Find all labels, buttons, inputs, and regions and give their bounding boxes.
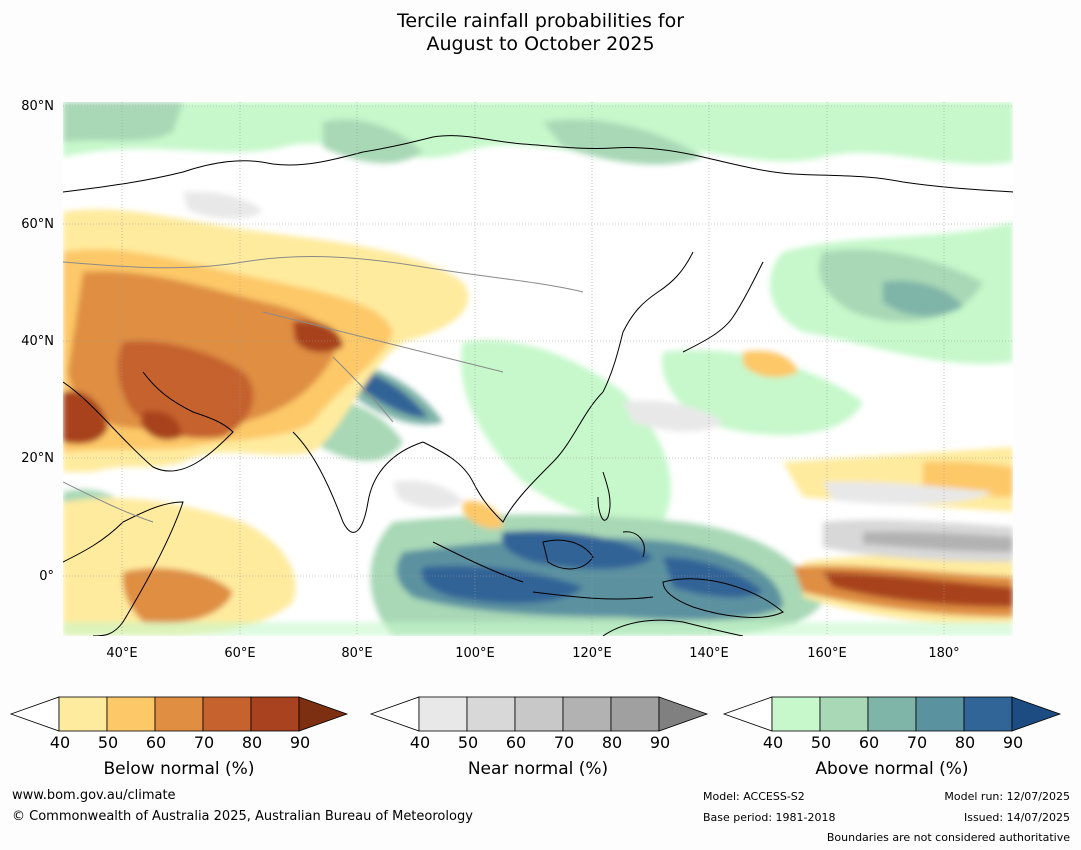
lon-label-180: 180° [928, 646, 960, 661]
colorbar-below-normal [9, 696, 349, 732]
colorbar-over-triangle [298, 696, 349, 732]
map-title: Tercile rainfall probabilities for Augus… [0, 10, 1081, 56]
country-borders [63, 256, 584, 523]
colorbar-swatch [867, 696, 917, 732]
colorbar-swatch [202, 696, 252, 732]
lat-label-80n: 80°N [21, 99, 54, 114]
model-text: Model: ACCESS-S2 [703, 790, 805, 803]
gridlines [63, 102, 1013, 636]
colorbar-swatch [819, 696, 869, 732]
colorbar-swatch [963, 696, 1013, 732]
cbar-tick: 60 [505, 733, 527, 752]
colorbar-swatch [562, 696, 612, 732]
cbar-tick: 50 [810, 733, 832, 752]
colorbar-under-triangle [9, 696, 60, 732]
colorbar-swatch [915, 696, 965, 732]
colorbar-swatch [250, 696, 300, 732]
colorbar-near-normal-swatches [369, 696, 709, 732]
colorbar-above-normal [722, 696, 1062, 732]
colorbar-swatch [154, 696, 204, 732]
colorbar-over-triangle [658, 696, 709, 732]
cbar-tick: 60 [858, 733, 880, 752]
colorbar-near-normal [369, 696, 709, 732]
colorbar-near-title: Near normal (%) [467, 759, 609, 779]
cbar-tick: 90 [649, 733, 671, 752]
lat-label-40n: 40°N [21, 334, 54, 349]
cbar-tick: 80 [954, 733, 976, 752]
website-link[interactable]: www.bom.gov.au/climate [12, 788, 176, 803]
lat-label-0: 0° [39, 569, 54, 584]
lon-label-160e: 160°E [807, 646, 847, 661]
probability-shading [63, 102, 1013, 636]
lon-label-120e: 120°E [572, 646, 612, 661]
issued-text: Issued: 14/07/2025 [963, 811, 1070, 824]
lon-label-140e: 140°E [689, 646, 729, 661]
lon-label-60e: 60°E [224, 646, 256, 661]
model-run-text: Model run: 12/07/2025 [944, 790, 1070, 803]
colorbar-swatch [771, 696, 821, 732]
colorbar-over-triangle [1011, 696, 1062, 732]
lon-label-40e: 40°E [106, 646, 138, 661]
cbar-tick: 90 [289, 733, 311, 752]
cbar-tick: 40 [409, 733, 431, 752]
colorbar-swatch [106, 696, 156, 732]
colorbar-below-title: Below normal (%) [103, 759, 255, 779]
colorbar-above-normal-swatches [722, 696, 1062, 732]
cbar-tick: 50 [97, 733, 119, 752]
title-line-1: Tercile rainfall probabilities for [396, 10, 685, 32]
colorbar-above-title: Above normal (%) [815, 759, 969, 779]
cbar-tick: 50 [457, 733, 479, 752]
disclaimer-text: Boundaries are not considered authoritat… [826, 831, 1070, 844]
cbar-tick: 40 [762, 733, 784, 752]
cbar-tick: 80 [241, 733, 263, 752]
cbar-tick: 80 [601, 733, 623, 752]
lon-label-80e: 80°E [341, 646, 373, 661]
colorbar-swatch [514, 696, 564, 732]
base-period-text: Base period: 1981-2018 [703, 811, 836, 824]
cbar-tick: 40 [49, 733, 71, 752]
probability-map-canvas [63, 102, 1013, 636]
lat-label-20n: 20°N [21, 451, 54, 466]
colorbar-swatch [466, 696, 516, 732]
cbar-tick: 70 [553, 733, 575, 752]
cbar-tick: 70 [906, 733, 928, 752]
colorbar-swatch [418, 696, 468, 732]
cbar-tick: 60 [145, 733, 167, 752]
colorbar-swatch [610, 696, 660, 732]
colorbar-under-triangle [369, 696, 420, 732]
lon-label-100e: 100°E [455, 646, 495, 661]
title-line-2: August to October 2025 [426, 33, 655, 55]
probability-map [63, 102, 1013, 636]
lat-label-60n: 60°N [21, 217, 54, 232]
cbar-tick: 70 [193, 733, 215, 752]
copyright-text: © Commonwealth of Australia 2025, Austra… [12, 809, 473, 824]
colorbar-swatch [58, 696, 108, 732]
colorbar-under-triangle [722, 696, 773, 732]
cbar-tick: 90 [1002, 733, 1024, 752]
colorbar-below-normal-swatches [9, 696, 349, 732]
coastlines [63, 135, 1013, 636]
